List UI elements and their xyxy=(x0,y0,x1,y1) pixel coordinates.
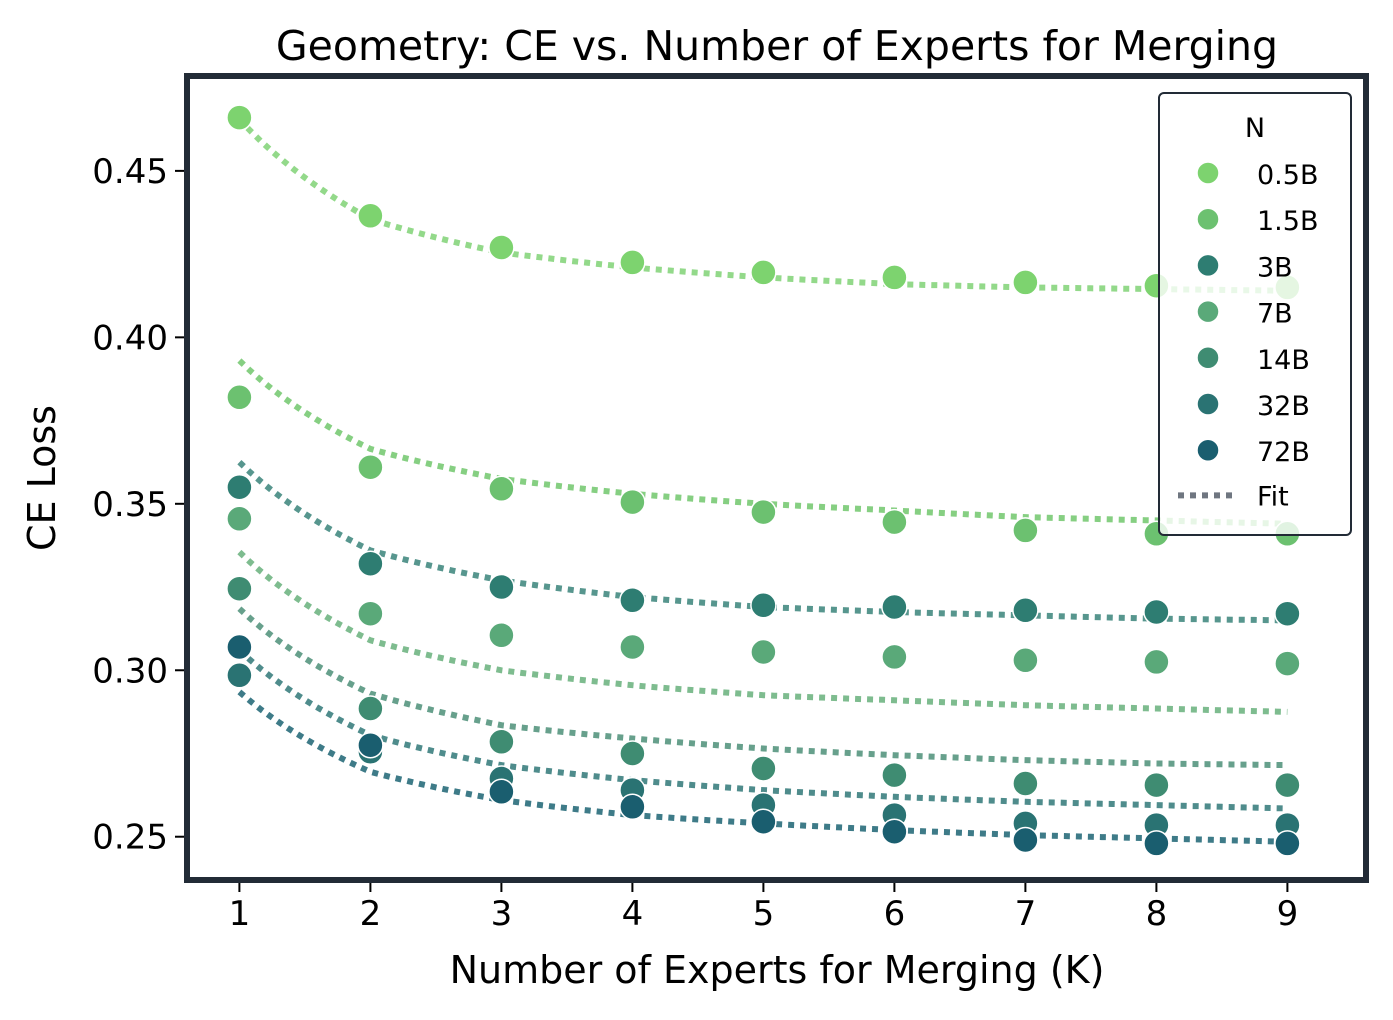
data-point-1.5B-k4 xyxy=(619,488,646,516)
fit-curves xyxy=(237,117,1288,845)
legend-marker-1.5B xyxy=(1196,207,1220,231)
data-point-14B-k9 xyxy=(1274,771,1301,799)
data-point-14B-k4 xyxy=(619,740,646,767)
data-point-7B-k3 xyxy=(488,622,515,649)
x-axis-label: Number of Experts for Merging (K) xyxy=(450,948,1105,992)
legend-label-3B: 3B xyxy=(1257,252,1293,283)
data-point-1.5B-k6 xyxy=(881,508,908,536)
data-point-3B-k2 xyxy=(357,550,384,577)
x-tick-label: 3 xyxy=(491,894,513,934)
data-point-72B-k7 xyxy=(1012,826,1039,854)
y-tick-label: 0.25 xyxy=(92,818,168,858)
data-point-0.5B-k7 xyxy=(1012,269,1039,296)
y-tick-label: 0.35 xyxy=(92,485,168,525)
data-point-7B-k9 xyxy=(1274,650,1301,677)
data-point-0.5B-k3 xyxy=(488,234,515,261)
data-point-72B-k9 xyxy=(1274,830,1301,857)
data-point-72B-k3 xyxy=(488,778,515,806)
legend-label-1.5B: 1.5B xyxy=(1257,206,1318,237)
data-point-3B-k6 xyxy=(881,593,908,621)
data-point-0.5B-k4 xyxy=(619,249,646,276)
data-point-7B-k4 xyxy=(619,633,646,661)
data-point-1.5B-k1 xyxy=(226,384,253,411)
x-tick-label: 2 xyxy=(360,894,382,934)
fit-curve-0.5B xyxy=(237,117,1288,294)
data-point-14B-k3 xyxy=(488,728,515,756)
data-point-72B-k8 xyxy=(1143,830,1170,857)
chart-title: Geometry: CE vs. Number of Experts for M… xyxy=(276,22,1278,70)
data-point-3B-k5 xyxy=(750,592,777,619)
data-point-14B-k5 xyxy=(750,755,777,782)
legend: N 0.5B 1.5B 3B 7B 14B 32B 72B Fit xyxy=(1158,92,1352,536)
data-point-14B-k7 xyxy=(1012,770,1039,797)
fit-curve-7B xyxy=(237,549,1288,715)
data-point-72B-k1 xyxy=(226,633,253,661)
data-point-72B-k5 xyxy=(750,808,777,835)
legend-label-0.5B: 0.5B xyxy=(1257,160,1318,191)
y-tick-label: 0.30 xyxy=(92,651,168,691)
x-tick-label: 4 xyxy=(622,894,644,934)
data-point-0.5B-k1 xyxy=(226,104,253,131)
data-point-3B-k9 xyxy=(1274,600,1301,627)
x-tick-label: 5 xyxy=(753,894,775,934)
legend-marker-32B xyxy=(1196,392,1220,416)
data-point-14B-k2 xyxy=(357,695,384,722)
y-axis-label: CE Loss xyxy=(20,405,64,551)
data-point-7B-k1 xyxy=(226,505,253,533)
data-point-14B-k8 xyxy=(1143,771,1170,799)
x-tick-label: 1 xyxy=(229,894,251,934)
data-point-7B-k2 xyxy=(357,600,384,627)
y-tick-label: 0.45 xyxy=(92,152,168,192)
data-point-1.5B-k5 xyxy=(750,498,777,526)
legend-marker-72B xyxy=(1196,438,1220,462)
data-point-3B-k3 xyxy=(488,573,515,601)
fit-curve-32B xyxy=(237,648,1288,812)
data-point-72B-k4 xyxy=(619,793,646,821)
legend-label-7B: 7B xyxy=(1257,299,1293,330)
data-point-3B-k4 xyxy=(619,587,646,614)
data-points xyxy=(226,104,1301,857)
data-point-0.5B-k6 xyxy=(881,264,908,291)
x-tick-label: 6 xyxy=(884,894,906,934)
legend-label-32B: 32B xyxy=(1257,391,1310,422)
data-point-0.5B-k5 xyxy=(750,259,777,286)
data-point-7B-k5 xyxy=(750,638,777,666)
fit-curve-14B xyxy=(237,606,1288,769)
data-point-32B-k1 xyxy=(226,662,253,689)
data-point-1.5B-k3 xyxy=(488,475,515,503)
legend-label-fit: Fit xyxy=(1257,481,1289,512)
plot-frame xyxy=(184,73,1369,883)
data-point-72B-k6 xyxy=(881,818,908,845)
legend-marker-7B xyxy=(1196,299,1220,324)
x-tick-label: 7 xyxy=(1015,894,1037,934)
data-point-1.5B-k2 xyxy=(357,453,384,481)
legend-label-14B: 14B xyxy=(1257,345,1310,376)
data-point-72B-k2 xyxy=(357,731,384,759)
fit-curve-72B xyxy=(237,689,1288,845)
legend-label-72B: 72B xyxy=(1257,437,1310,468)
data-point-0.5B-k2 xyxy=(357,202,384,230)
x-tick-label: 8 xyxy=(1146,894,1168,934)
x-tick-label: 9 xyxy=(1277,894,1299,934)
legend-marker-0.5B xyxy=(1196,161,1220,185)
legend-marker-14B xyxy=(1196,346,1220,370)
legend-marker-3B xyxy=(1196,253,1220,278)
data-point-3B-k7 xyxy=(1012,597,1039,624)
data-point-3B-k1 xyxy=(226,473,253,501)
legend-title: N xyxy=(1245,113,1265,144)
data-point-14B-k1 xyxy=(226,575,253,602)
axis-ticks: 1 2 3 4 5 6 7 8 9 0.25 0.30 0.35 0.40 0.45 xyxy=(92,152,1298,934)
data-point-7B-k7 xyxy=(1012,647,1039,674)
data-point-7B-k8 xyxy=(1143,648,1170,676)
data-point-3B-k8 xyxy=(1143,598,1170,626)
data-point-14B-k6 xyxy=(881,761,908,789)
data-point-1.5B-k7 xyxy=(1012,517,1039,544)
legend-box xyxy=(1158,92,1352,536)
y-tick-label: 0.40 xyxy=(92,318,168,358)
data-point-7B-k6 xyxy=(881,643,908,671)
